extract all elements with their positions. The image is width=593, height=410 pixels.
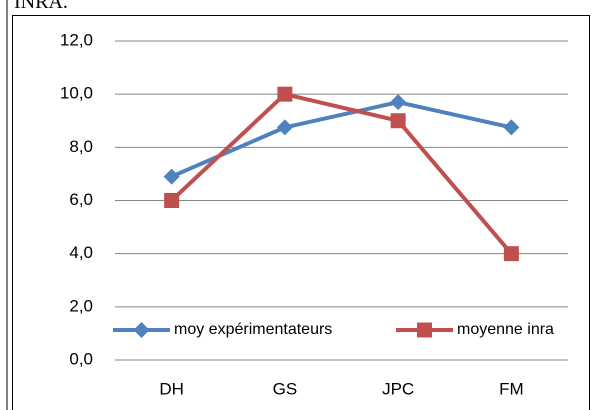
data-point [276,119,293,136]
data-point [277,86,293,102]
legend-marker [417,322,432,338]
data-point [503,246,519,262]
y-tick-label: 8,0 [69,137,93,156]
legend-label: moy expérimentateurs [174,321,332,338]
y-tick-label: 12,0 [60,30,93,49]
caption: INRA. [14,0,68,13]
chart-border [12,15,590,410]
x-tick-label: FM [499,379,524,398]
y-tick-label: 4,0 [69,243,93,262]
x-tick-label: GS [273,379,298,398]
data-point [163,168,180,185]
series-line [170,92,513,255]
legend-label: moyenne inra [457,321,554,338]
data-point [390,94,407,111]
series-line [170,100,512,179]
data-point [390,113,406,129]
y-tick-label: 10,0 [60,84,93,103]
legend-marker [133,322,150,338]
data-point [503,119,520,136]
x-tick-label: JPC [382,379,414,398]
data-point [164,193,180,208]
x-tick-label: DH [159,379,184,398]
y-tick-label: 2,0 [69,296,93,315]
y-tick-label: 0,0 [69,349,93,368]
y-tick-label: 6,0 [69,190,93,209]
